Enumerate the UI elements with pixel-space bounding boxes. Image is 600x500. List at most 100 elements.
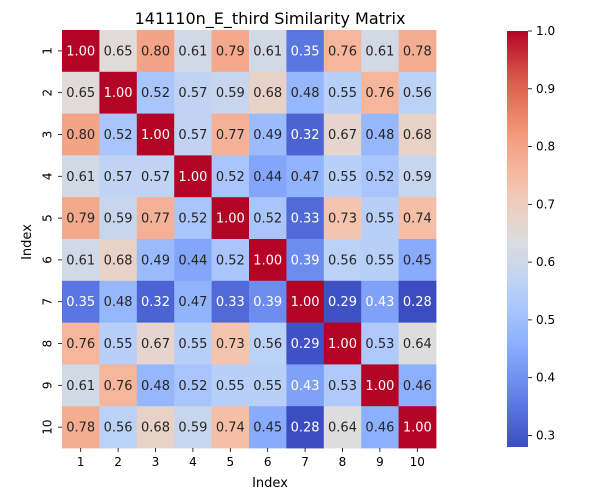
cell-value-label: 0.39 (291, 253, 320, 268)
heatmap-cell (286, 113, 325, 156)
heatmap-cell (136, 322, 175, 365)
heatmap-cell (249, 280, 287, 323)
heatmap-cell (361, 280, 399, 323)
cell-value-label: 0.73 (216, 337, 245, 352)
heatmap-cell (286, 322, 325, 365)
heatmap-cell (62, 197, 100, 240)
heatmap-cell (99, 71, 138, 114)
cell-value-label: 0.61 (178, 44, 207, 59)
x-tick-label: 6 (264, 455, 272, 469)
heatmap-cell (361, 239, 399, 282)
heatmap-cell (136, 406, 175, 449)
cell-value-label: 0.78 (66, 421, 95, 436)
cell-value-label: 1.00 (328, 337, 357, 352)
heatmap-cell (62, 71, 100, 114)
heatmap-cell (62, 322, 100, 365)
cell-value-label: 0.55 (253, 379, 282, 394)
cell-value-label: 0.76 (365, 86, 394, 101)
y-tick-label: 4 (41, 172, 55, 180)
heatmap-cell (323, 113, 362, 156)
cell-value-label: 0.48 (291, 86, 320, 101)
heatmap-cell (62, 280, 100, 323)
cell-value-label: 0.48 (141, 379, 170, 394)
cell-value-label: 0.61 (66, 379, 95, 394)
x-tick-label: 3 (152, 455, 160, 469)
cell-value-label: 0.55 (328, 170, 357, 185)
cell-value-label: 0.44 (253, 170, 282, 185)
heatmap-cell (361, 406, 399, 449)
cell-value-label: 0.48 (365, 128, 394, 143)
cell-value-label: 0.29 (291, 337, 320, 352)
heatmap-cell (398, 155, 437, 198)
x-axis-label: Index (252, 476, 288, 491)
cell-value-label: 0.76 (66, 337, 95, 352)
cell-value-label: 0.67 (328, 128, 357, 143)
cell-value-label: 0.56 (328, 253, 357, 268)
cell-value-label: 0.61 (66, 253, 95, 268)
heatmap-cell (211, 113, 250, 156)
heatmap-cell (361, 30, 399, 73)
heatmap-cell (361, 364, 399, 407)
cell-value-label: 0.52 (253, 212, 282, 227)
cell-value-label: 1.00 (178, 170, 207, 185)
cell-value-label: 0.61 (365, 44, 394, 59)
y-tick-label: 3 (41, 131, 55, 139)
heatmap-cell (136, 113, 175, 156)
cell-value-label: 0.64 (328, 421, 357, 436)
cell-value-label: 0.57 (104, 170, 133, 185)
heatmap-cell (99, 322, 138, 365)
heatmap-cell (136, 239, 175, 282)
heatmap-cell (323, 406, 362, 449)
cell-value-label: 0.77 (141, 212, 170, 227)
cell-value-label: 0.68 (403, 128, 432, 143)
heatmap-cell (249, 71, 287, 114)
cell-value-label: 0.39 (253, 295, 282, 310)
heatmap-cell (286, 30, 325, 73)
cell-value-label: 0.59 (403, 170, 432, 185)
cell-value-label: 0.76 (328, 44, 357, 59)
cell-value-label: 0.68 (253, 86, 282, 101)
cell-value-label: 0.55 (178, 337, 207, 352)
cell-value-label: 1.00 (253, 253, 282, 268)
cell-value-label: 0.55 (216, 379, 245, 394)
heatmap-cell (286, 155, 325, 198)
heatmap-cell (211, 71, 250, 114)
heatmap-cell (62, 364, 100, 407)
heatmap-cell (249, 406, 287, 449)
heatmap-cell (62, 239, 100, 282)
heatmap-cell (99, 239, 138, 282)
colorbar-tick-label: 0.5 (536, 313, 555, 327)
x-axis: 1 2 3 4 5 6 7 8 9 10 (77, 448, 425, 469)
cell-value-label: 0.47 (291, 170, 320, 185)
cell-value-label: 1.00 (66, 44, 95, 59)
y-axis: 1 2 3 4 5 6 7 8 9 10 (41, 47, 62, 435)
x-tick-label: 1 (77, 455, 85, 469)
cell-value-label: 0.32 (291, 128, 320, 143)
cell-value-label: 0.76 (104, 379, 133, 394)
cell-value-label: 0.52 (141, 86, 170, 101)
cell-value-label: 0.65 (66, 86, 95, 101)
cell-value-label: 1.00 (365, 379, 394, 394)
colorbar-gradient (507, 31, 528, 447)
cell-value-label: 0.45 (403, 253, 432, 268)
cell-value-label: 0.53 (365, 337, 394, 352)
cell-value-label: 1.00 (403, 421, 432, 436)
cell-value-label: 0.43 (291, 379, 320, 394)
cell-value-label: 0.29 (328, 295, 357, 310)
heatmap-cell (323, 30, 362, 73)
cell-value-label: 0.47 (178, 295, 207, 310)
cell-value-label: 1.00 (216, 212, 245, 227)
cell-value-label: 1.00 (141, 128, 170, 143)
colorbar-tick-label: 0.7 (536, 197, 555, 211)
heatmap-cell (361, 155, 399, 198)
heatmap-cell (323, 280, 362, 323)
heatmap-cell (174, 364, 212, 407)
cell-value-label: 0.52 (365, 170, 394, 185)
heatmap-cell (286, 197, 325, 240)
heatmap-cell (62, 155, 100, 198)
cell-value-label: 0.79 (66, 212, 95, 227)
heatmap-cell (136, 71, 175, 114)
heatmap-cell (361, 113, 399, 156)
heatmap-cell (249, 30, 287, 73)
chart-title: 141110n_E_third Similarity Matrix (135, 9, 406, 29)
